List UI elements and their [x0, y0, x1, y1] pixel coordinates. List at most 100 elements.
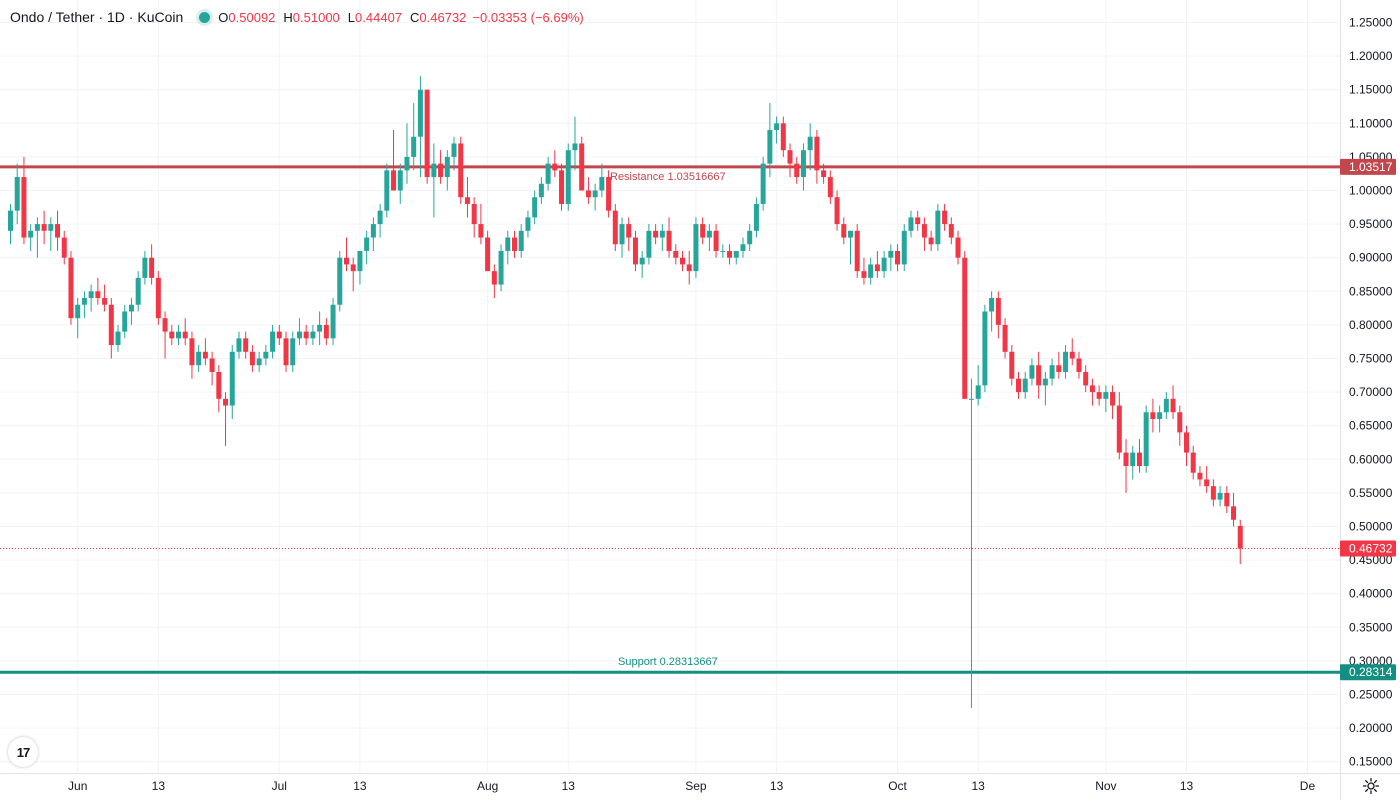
- candle-body: [565, 150, 571, 204]
- y-tick-label: 0.25000: [1349, 688, 1393, 702]
- resistance-label: Resistance 1.03516667: [610, 171, 726, 183]
- candle-body: [498, 250, 504, 285]
- resistance-badge-label: 1.03517: [1349, 160, 1393, 174]
- candle-body: [753, 203, 759, 231]
- symbol-title[interactable]: Ondo / Tether · 1D · KuCoin: [10, 9, 184, 25]
- candle-body: [518, 230, 524, 251]
- candle-body: [1190, 452, 1196, 473]
- x-tick-label: Nov: [1095, 779, 1116, 793]
- close-label: C: [410, 9, 420, 25]
- candle-body: [1143, 412, 1149, 467]
- candle-body: [1157, 412, 1163, 419]
- candle-body: [895, 250, 901, 265]
- candle-body: [283, 338, 289, 366]
- y-tick-label: 0.20000: [1349, 721, 1393, 735]
- candle-body: [149, 257, 155, 278]
- high-value: 0.51000: [292, 9, 340, 25]
- candle-body: [585, 190, 591, 198]
- candle-body: [713, 230, 719, 251]
- x-tick-label: 13: [353, 779, 367, 793]
- high-label: H: [283, 9, 293, 25]
- y-tick-label: 0.45000: [1349, 553, 1393, 567]
- candle-body: [848, 230, 853, 238]
- candle-body: [532, 197, 538, 218]
- candle-body: [377, 210, 383, 225]
- close-value: 0.46732: [419, 9, 467, 25]
- candle-body: [1123, 452, 1129, 467]
- candle-body: [1224, 492, 1230, 507]
- candle-body: [1136, 452, 1142, 467]
- x-tick-label: 13: [972, 779, 986, 793]
- x-tick-label: 13: [152, 779, 166, 793]
- candle-body: [229, 351, 235, 406]
- candle-body: [1197, 472, 1203, 480]
- candle-body: [249, 351, 255, 366]
- candle-body: [364, 237, 370, 251]
- current-price-badge-label: 0.46732: [1349, 541, 1393, 555]
- candle-body: [606, 177, 612, 211]
- candle-body: [344, 257, 349, 265]
- candle-body: [774, 123, 780, 131]
- candle-body: [626, 224, 632, 238]
- y-tick-label: 1.15000: [1349, 83, 1393, 97]
- candle-body: [505, 237, 511, 251]
- x-tick-label: Aug: [477, 779, 498, 793]
- candle-body: [1069, 351, 1075, 359]
- candle-body: [182, 331, 188, 339]
- candle-body: [814, 136, 820, 171]
- resistance-badge: [1340, 158, 1396, 175]
- candle-body: [243, 338, 249, 352]
- candle-body: [653, 230, 659, 238]
- candle-body: [1210, 486, 1216, 500]
- symbol-legend: Ondo / Tether · 1D · KuCoin O 0.50092 H …: [10, 7, 584, 27]
- candle-body: [189, 338, 195, 366]
- candle-body: [1076, 358, 1082, 372]
- market-status-icon: [199, 11, 211, 23]
- candle-body: [424, 89, 430, 178]
- x-tick-label: 13: [770, 779, 784, 793]
- support-label: Support 0.28313667: [618, 656, 718, 668]
- candle-body: [955, 237, 961, 258]
- candle-body: [868, 264, 874, 278]
- candle-body: [1063, 351, 1069, 372]
- low-label: L: [347, 9, 356, 25]
- candle-body: [41, 224, 47, 231]
- candle-body: [115, 331, 121, 346]
- candle-body: [438, 163, 444, 178]
- y-tick-label: 0.15000: [1349, 755, 1393, 769]
- candle-body: [55, 224, 61, 238]
- candle-body: [928, 237, 934, 245]
- candle-body: [740, 244, 746, 251]
- candle-body: [1231, 506, 1237, 520]
- candle-body: [75, 304, 81, 319]
- candle-body: [874, 264, 880, 272]
- candle-body: [236, 338, 242, 352]
- candle-body: [350, 264, 356, 272]
- candle-body: [975, 385, 981, 399]
- open-label: O: [218, 9, 229, 25]
- tradingview-logo-icon[interactable]: 17: [8, 737, 38, 767]
- candle-body: [1009, 351, 1015, 379]
- y-tick-label: 0.55000: [1349, 486, 1393, 500]
- candle-body: [202, 351, 208, 359]
- candle-body: [854, 230, 860, 272]
- candle-body: [827, 177, 833, 198]
- candle-body: [317, 324, 323, 332]
- candle-body: [720, 250, 726, 252]
- candle-body: [982, 311, 988, 386]
- candle-body: [370, 224, 376, 238]
- candle-body: [989, 298, 995, 312]
- candle-body: [619, 224, 625, 245]
- candle-body: [1177, 412, 1183, 433]
- candle-body: [458, 143, 464, 198]
- candle-body: [1184, 432, 1189, 453]
- x-tick-label: Jun: [68, 779, 87, 793]
- candle-body: [706, 230, 712, 238]
- candle-body: [196, 351, 202, 366]
- y-tick-label: 0.90000: [1349, 251, 1393, 265]
- y-tick-label: 1.10000: [1349, 116, 1393, 130]
- settings-gear-icon[interactable]: [1362, 777, 1380, 795]
- candle-body: [102, 298, 108, 305]
- y-tick-label: 0.70000: [1349, 385, 1393, 399]
